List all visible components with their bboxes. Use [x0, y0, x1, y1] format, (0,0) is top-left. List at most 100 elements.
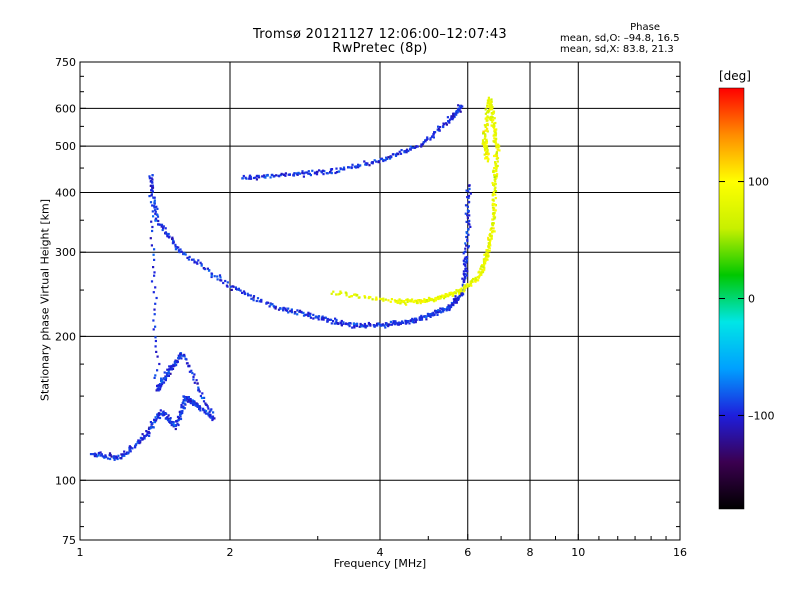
o-mode-point: [193, 381, 196, 384]
x-mode-point: [487, 100, 490, 103]
o-mode-point: [363, 160, 366, 163]
o-mode-point: [193, 401, 196, 404]
x-mode-point: [487, 153, 490, 156]
x-mode-point: [335, 293, 338, 296]
x-mode-point: [492, 212, 495, 215]
o-mode-point: [193, 402, 196, 405]
x-mode-point: [405, 298, 408, 302]
o-mode-point: [137, 439, 140, 442]
o-mode-point: [403, 151, 406, 154]
o-mode-point: [416, 145, 419, 148]
o-mode-point: [154, 286, 157, 289]
x-mode-point: [492, 208, 495, 212]
o-mode-point: [204, 402, 207, 405]
x-mode-point: [490, 103, 493, 106]
o-mode-point: [92, 453, 95, 456]
o-mode-point: [296, 309, 299, 312]
x-mode-point: [487, 242, 490, 245]
o-mode-point: [342, 322, 345, 325]
o-mode-point: [452, 112, 455, 115]
o-mode-point: [153, 274, 156, 277]
x-mode-point: [353, 293, 356, 296]
o-mode-point: [258, 300, 261, 303]
x-mode-point: [492, 183, 495, 186]
o-mode-point: [301, 170, 304, 173]
o-mode-point: [360, 325, 363, 328]
x-mode-point: [495, 163, 498, 166]
o-mode-point: [339, 322, 342, 325]
o-mode-point: [298, 172, 301, 175]
o-mode-point: [335, 167, 338, 170]
o-mode-point: [112, 455, 115, 458]
o-mode-point: [147, 430, 150, 433]
o-mode-point: [150, 194, 153, 197]
o-mode-point: [108, 452, 112, 455]
o-mode-point: [180, 404, 183, 407]
o-mode-point: [141, 437, 144, 440]
o-mode-point: [463, 278, 466, 281]
o-mode-point: [175, 364, 178, 367]
x-mode-point: [492, 170, 496, 173]
o-mode-point: [168, 365, 171, 368]
o-mode-point: [409, 319, 412, 322]
o-mode-point: [116, 457, 119, 461]
o-mode-point: [392, 321, 395, 324]
o-mode-point: [123, 450, 126, 453]
o-mode-point: [328, 318, 331, 321]
o-mode-point: [180, 406, 183, 409]
o-mode-point: [288, 173, 291, 176]
o-mode-point: [160, 384, 163, 387]
o-mode-point: [400, 149, 403, 152]
o-mode-point: [465, 220, 468, 223]
o-mode-point: [290, 311, 293, 314]
x-mode-point: [382, 299, 385, 302]
o-mode-point: [216, 275, 219, 278]
o-mode-point: [121, 455, 124, 458]
o-mode-point: [404, 150, 407, 153]
o-mode-point: [169, 419, 172, 422]
x-mode-point: [472, 277, 475, 281]
o-mode-point: [271, 303, 274, 306]
x-mode-point: [339, 290, 342, 293]
o-mode-point: [465, 244, 468, 247]
o-mode-point: [322, 317, 325, 320]
x-mode-point: [480, 265, 483, 268]
o-mode-point: [386, 157, 389, 160]
x-mode-point: [493, 230, 496, 233]
o-mode-point: [170, 424, 173, 427]
o-mode-point: [182, 252, 185, 256]
x-mode-point: [490, 237, 493, 240]
o-mode-point: [391, 153, 394, 156]
o-mode-point: [465, 270, 468, 273]
o-mode-point: [355, 322, 358, 326]
o-mode-point: [122, 453, 125, 456]
x-mode-point: [491, 121, 494, 124]
o-mode-point: [138, 442, 141, 445]
o-mode-point: [158, 412, 161, 415]
o-mode-point: [441, 310, 444, 313]
o-mode-point: [248, 177, 251, 180]
o-mode-point: [335, 322, 338, 325]
o-mode-point: [167, 374, 170, 377]
o-mode-point: [469, 225, 472, 228]
o-mode-point: [451, 303, 455, 306]
x-mode-point: [350, 295, 353, 298]
o-mode-point: [397, 321, 400, 324]
o-mode-point: [305, 171, 308, 174]
o-mode-point: [131, 447, 134, 450]
colorbar-tick-label: 0: [748, 293, 755, 306]
o-mode-point: [443, 308, 446, 311]
o-mode-point: [148, 175, 151, 178]
o-mode-point: [247, 294, 250, 297]
o-mode-point: [174, 362, 177, 365]
x-mode-point: [483, 124, 486, 127]
o-mode-point: [464, 250, 467, 253]
o-mode-point: [177, 418, 180, 421]
o-mode-point: [176, 415, 180, 418]
x-mode-point: [387, 299, 390, 302]
o-mode-point: [164, 227, 167, 230]
x-mode-point: [474, 280, 477, 283]
o-mode-point: [128, 446, 131, 449]
o-mode-point: [171, 367, 175, 370]
x-mode-point: [474, 276, 477, 279]
